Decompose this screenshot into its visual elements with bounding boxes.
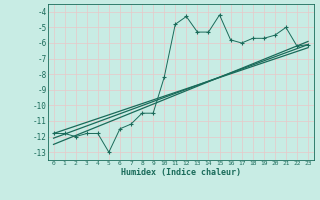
X-axis label: Humidex (Indice chaleur): Humidex (Indice chaleur) — [121, 168, 241, 177]
